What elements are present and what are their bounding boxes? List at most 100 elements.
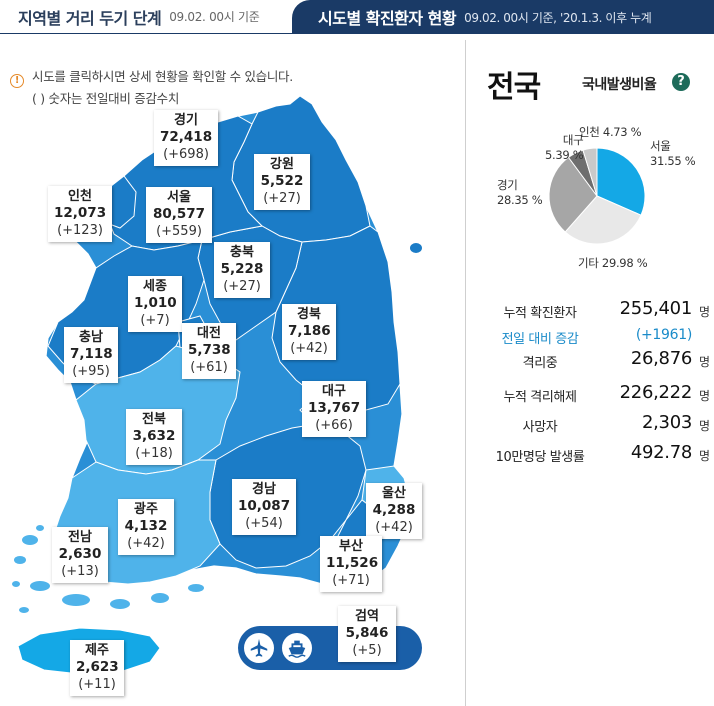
region-label-sejong[interactable]: 세종 1,010 (+7) bbox=[128, 276, 182, 332]
map-notes: ! 시도를 클릭하시면 상세 현황을 확인할 수 있습니다. ( ) 숫자는 전일… bbox=[10, 66, 293, 109]
pie-slice-0[interactable] bbox=[596, 147, 646, 216]
region-name: 경기 bbox=[174, 113, 198, 128]
region-total: 12,073 bbox=[54, 205, 107, 221]
region-label-gangwon[interactable]: 강원 5,522 (+27) bbox=[254, 154, 310, 210]
region-name: 인천 bbox=[68, 189, 92, 204]
region-name: 경남 bbox=[252, 482, 276, 497]
region-delta: (+42) bbox=[290, 341, 328, 356]
pie-label-value: 4.73 % bbox=[602, 125, 642, 139]
region-label-jeonnam[interactable]: 전남 2,630 (+13) bbox=[52, 527, 108, 583]
region-delta: (+5) bbox=[352, 643, 382, 658]
info-icon: ! bbox=[10, 74, 24, 88]
region-label-incheon[interactable]: 인천 12,073 (+123) bbox=[48, 186, 112, 242]
tab-distance-level-date: 09.02. 00시 기준 bbox=[169, 10, 260, 24]
stat-unit: 명 bbox=[698, 355, 710, 369]
stat-label: 사망자 bbox=[522, 420, 558, 435]
region-label-quarantine[interactable]: 검역 5,846 (+5) bbox=[338, 606, 396, 662]
region-label-daejeon[interactable]: 대전 5,738 (+61) bbox=[182, 323, 236, 379]
stat-label: 격리중 bbox=[522, 356, 558, 371]
region-name: 강원 bbox=[270, 157, 294, 172]
stat-value: (+1961) bbox=[635, 327, 692, 343]
region-label-gyeonggi[interactable]: 경기 72,418 (+698) bbox=[154, 110, 218, 166]
region-total: 7,186 bbox=[288, 323, 331, 339]
region-label-busan[interactable]: 부산 11,526 (+71) bbox=[320, 536, 382, 592]
pie-slice-2[interactable] bbox=[548, 156, 598, 233]
region-label-gwangju[interactable]: 광주 4,132 (+42) bbox=[118, 499, 174, 555]
stat-row: 사망자 2,303 명 bbox=[470, 412, 714, 436]
region-delta: (+54) bbox=[245, 516, 283, 531]
note-text-1: 시도를 클릭하시면 상세 현황을 확인할 수 있습니다. bbox=[32, 69, 293, 84]
region-label-chungbuk[interactable]: 충북 5,228 (+27) bbox=[214, 242, 270, 298]
region-name: 대전 bbox=[197, 326, 221, 341]
region-total: 5,228 bbox=[220, 261, 264, 277]
region-total: 2,630 bbox=[58, 546, 102, 562]
region-delta: (+18) bbox=[135, 446, 173, 461]
region-delta: (+42) bbox=[375, 520, 413, 535]
region-name: 전북 bbox=[142, 412, 166, 427]
region-name: 광주 bbox=[134, 502, 158, 517]
header-tabbar: 지역별 거리 두기 단계 09.02. 00시 기준 시도별 확진환자 현황 0… bbox=[0, 0, 714, 34]
region-delta: (+95) bbox=[72, 364, 110, 379]
stat-row: 격리중 26,876 명 bbox=[470, 348, 714, 372]
tab-distance-level[interactable]: 지역별 거리 두기 단계 09.02. 00시 기준 bbox=[0, 0, 310, 33]
region-total: 4,132 bbox=[124, 518, 168, 534]
region-name: 검역 bbox=[355, 609, 379, 624]
tab-confirmed-cases-title: 시도별 확진환자 현황 bbox=[318, 9, 457, 28]
region-total: 5,522 bbox=[260, 173, 304, 189]
stat-label: 전일 대비 증감 bbox=[501, 332, 579, 347]
pie-label-1: 기타 29.98 % bbox=[578, 256, 648, 271]
region-label-chungnam[interactable]: 충남 7,118 (+95) bbox=[64, 327, 118, 383]
stat-value: 226,222 bbox=[619, 382, 693, 403]
tab-distance-level-title: 지역별 거리 두기 단계 bbox=[18, 8, 162, 28]
tab-confirmed-cases[interactable]: 시도별 확진환자 현황 09.02. 00시 기준, '20.1.3. 이후 누… bbox=[292, 0, 714, 34]
stat-row: 누적 격리해제 226,222 명 bbox=[470, 382, 714, 406]
region-delta: (+559) bbox=[156, 224, 202, 239]
region-total: 80,577 bbox=[152, 206, 206, 222]
region-label-ulsan[interactable]: 울산 4,288 (+42) bbox=[366, 483, 422, 539]
region-total: 72,418 bbox=[160, 129, 213, 145]
note-line-2: ( ) 숫자는 전일대비 증감수치 bbox=[32, 91, 180, 106]
pie-slice-1[interactable] bbox=[564, 195, 642, 245]
pie-label-value: 28.35 % bbox=[497, 193, 543, 207]
stat-unit: 명 bbox=[698, 305, 710, 319]
stat-unit: 명 bbox=[698, 389, 710, 403]
region-name: 세종 bbox=[143, 279, 167, 294]
region-delta: (+66) bbox=[315, 418, 353, 433]
panel-title: 전국 bbox=[487, 70, 541, 105]
region-label-seoul[interactable]: 서울 80,577 (+559) bbox=[146, 187, 212, 243]
pie-label-name: 기타 bbox=[578, 256, 599, 270]
pie-label-value: 5.39 % bbox=[545, 148, 584, 162]
region-name: 전남 bbox=[68, 530, 92, 545]
region-label-jeonbuk[interactable]: 전북 3,632 (+18) bbox=[126, 409, 182, 465]
stat-value: 26,876 bbox=[630, 348, 692, 369]
help-icon[interactable]: ? bbox=[672, 73, 690, 91]
region-delta: (+27) bbox=[223, 279, 261, 294]
pie-label-value: 31.55 % bbox=[650, 154, 696, 168]
region-total: 13,767 bbox=[308, 400, 361, 416]
region-delta: (+11) bbox=[78, 677, 116, 692]
ulleung-island bbox=[410, 243, 422, 253]
region-name: 경북 bbox=[297, 307, 321, 322]
stat-row: 누적 확진환자 255,401 명 bbox=[470, 298, 714, 322]
stat-row: 전일 대비 증감 (+1961) bbox=[470, 324, 714, 348]
region-label-daegu[interactable]: 대구 13,767 (+66) bbox=[302, 381, 366, 437]
region-total: 5,738 bbox=[188, 342, 231, 358]
ship-icon bbox=[280, 631, 314, 665]
stat-unit: 명 bbox=[698, 419, 710, 433]
region-delta: (+27) bbox=[263, 191, 301, 206]
region-delta: (+698) bbox=[163, 147, 209, 162]
pie-label-0: 서울 31.55 % bbox=[650, 139, 696, 169]
region-total: 10,087 bbox=[238, 498, 291, 514]
stat-value: 255,401 bbox=[619, 298, 693, 319]
pie-label-name: 인천 bbox=[579, 125, 600, 139]
stat-label: 10만명당 발생률 bbox=[495, 450, 585, 465]
southwest-islands bbox=[12, 525, 204, 613]
tab-confirmed-cases-date: 09.02. 00시 기준, '20.1.3. 이후 누계 bbox=[464, 10, 652, 25]
pie-slice-4[interactable] bbox=[582, 147, 598, 197]
region-label-jeju[interactable]: 제주 2,623 (+11) bbox=[70, 640, 124, 696]
region-name: 충남 bbox=[79, 330, 103, 345]
region-total: 3,632 bbox=[132, 428, 176, 444]
region-total: 1,010 bbox=[134, 295, 177, 311]
region-label-gyeongnam[interactable]: 경남 10,087 (+54) bbox=[232, 479, 296, 535]
region-label-gyeongbuk[interactable]: 경북 7,186 (+42) bbox=[282, 304, 336, 360]
